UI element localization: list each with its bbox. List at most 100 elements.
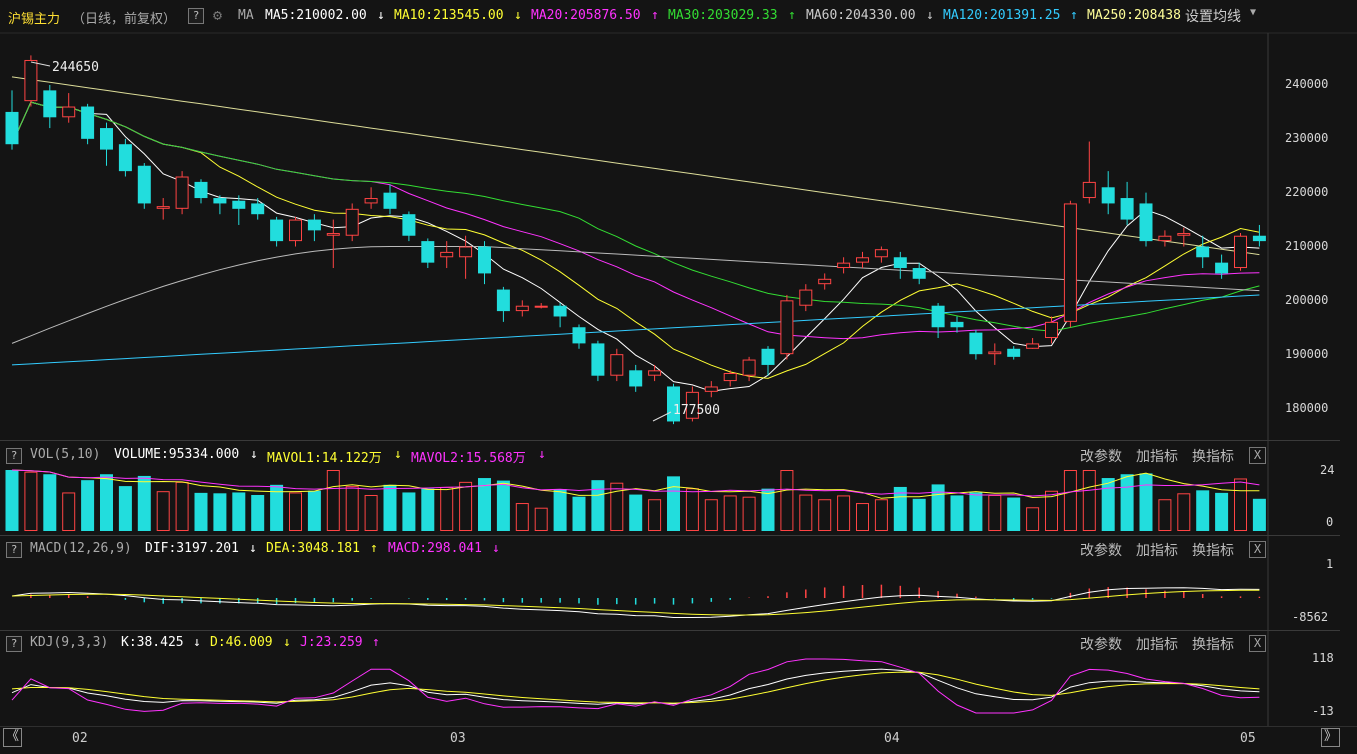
candle-body [856,257,869,263]
volume-bar [5,470,19,531]
x-tick: 04 [884,731,900,746]
volume-bar [1101,478,1115,531]
vol-axis-top: 24 [1320,463,1335,477]
d-line [11,671,1260,704]
volume-bar [931,484,945,531]
ma-label: MA [238,8,254,23]
candle-body [988,351,1002,355]
candle-body [1045,321,1058,339]
candle-body [629,370,643,387]
kdj-d: D:46.009 [210,635,273,650]
volume-bar [1158,499,1172,531]
volume-bar [704,499,718,531]
candle-body [24,59,38,102]
volume-bar [1082,470,1096,531]
candle-body [610,354,624,376]
volume-bar [1215,492,1229,531]
kdj-close-icon[interactable]: X [1249,635,1266,652]
candle-body [515,305,529,312]
candle-body [326,233,340,236]
volume-bar [1139,473,1153,531]
volume-bar [1045,490,1058,532]
ma-settings-button[interactable]: 设置均线 [1185,9,1241,25]
vol-params-button[interactable]: 改参数 [1080,449,1122,465]
time-axis-bar [0,726,1357,754]
x-tick: 02 [72,731,88,746]
candle-body [818,278,832,285]
scroll-right-button[interactable]: 》 [1321,728,1340,747]
arrow-down-icon: ↓ [926,8,934,23]
candle-body [912,268,926,279]
macd-axis-top: 1 [1326,557,1334,571]
j-line [11,658,1260,714]
volume-bar [893,486,907,531]
price-tick: 210000 [1285,239,1329,253]
candle-body [1063,203,1077,322]
divider [0,630,1340,631]
low-pointer [652,411,672,422]
candle-body [289,219,302,242]
arrow-up-icon: ↑ [1070,8,1078,23]
candle-body [799,289,813,306]
kdj-switch-indicator-button[interactable]: 换指标 [1192,637,1234,653]
macd-add-indicator-button[interactable]: 加指标 [1136,543,1178,559]
macd-axis-bottom: -8562 [1292,610,1329,624]
vol-switch-indicator-button[interactable]: 换指标 [1192,449,1234,465]
volume-bar [496,480,510,531]
vol-help-button[interactable]: ? [6,448,22,464]
arrow-down-icon: ↓ [249,541,257,556]
volume-bar [478,478,491,531]
vol-add-indicator-button[interactable]: 加指标 [1136,449,1178,465]
volume-bar [610,482,624,532]
candle-body [969,332,983,355]
candle-body [704,386,718,392]
candle-body [421,241,435,263]
macd-help-button[interactable]: ? [6,542,22,558]
low-annotation: 177500 [673,403,720,418]
ma250-value: MA250:208438 [1087,8,1181,23]
kdj-axis-bottom: -13 [1312,704,1334,718]
candle-body [1158,235,1172,242]
candle-body [1007,348,1021,357]
arrow-down-icon: ↓ [377,8,385,23]
ma60-line [11,246,1260,344]
gear-icon[interactable]: ⚙ [213,6,223,24]
candle-body [383,192,397,209]
kdj-name: KDJ(9,3,3) [30,635,109,650]
candle-body [591,343,605,376]
volume-bar [591,480,605,531]
candle-body [345,208,359,236]
macd-switch-indicator-button[interactable]: 换指标 [1192,543,1234,559]
volume-bar [1026,507,1040,531]
volume-bar [137,475,151,531]
volume-bar [988,494,1002,531]
volume-bar [629,494,643,531]
scroll-left-button[interactable]: 《 [3,728,22,747]
chart-header: 沪锡主力 （日线，前复权） ? ⚙ MA MA5:210002.00 ↓ MA1… [0,0,1270,32]
vol-header: ? VOL(5,10) VOLUME:95334.000 ↓ MAVOL1:14… [0,447,1270,466]
chart-mode: （日线，前复权） [72,12,177,27]
x-tick: 05 [1240,731,1256,746]
macd-close-icon[interactable]: X [1249,541,1266,558]
candle-body [572,327,586,344]
ma120-value: MA120:201391.25 [943,8,1061,23]
vol-volume: VOLUME:95334.000 [114,447,240,462]
volume-bar [232,492,246,531]
chevron-down-icon[interactable]: ▼ [1250,7,1257,18]
volume-bar [459,481,473,532]
kdj-add-indicator-button[interactable]: 加指标 [1136,637,1178,653]
volume-bar [326,470,340,531]
high-annotation: 244650 [52,60,99,75]
kdj-help-button[interactable]: ? [6,636,22,652]
macd-params-button[interactable]: 改参数 [1080,543,1122,559]
help-button[interactable]: ? [188,8,204,24]
candle-body [1252,235,1266,242]
volume-bar [742,496,756,531]
vol-close-icon[interactable]: X [1249,447,1266,464]
vol-axis-bottom: 0 [1326,515,1334,529]
arrow-up-icon: ↑ [788,8,796,23]
volume-bar [1177,493,1191,532]
kdj-params-button[interactable]: 改参数 [1080,637,1122,653]
volume-bar [1252,498,1266,531]
